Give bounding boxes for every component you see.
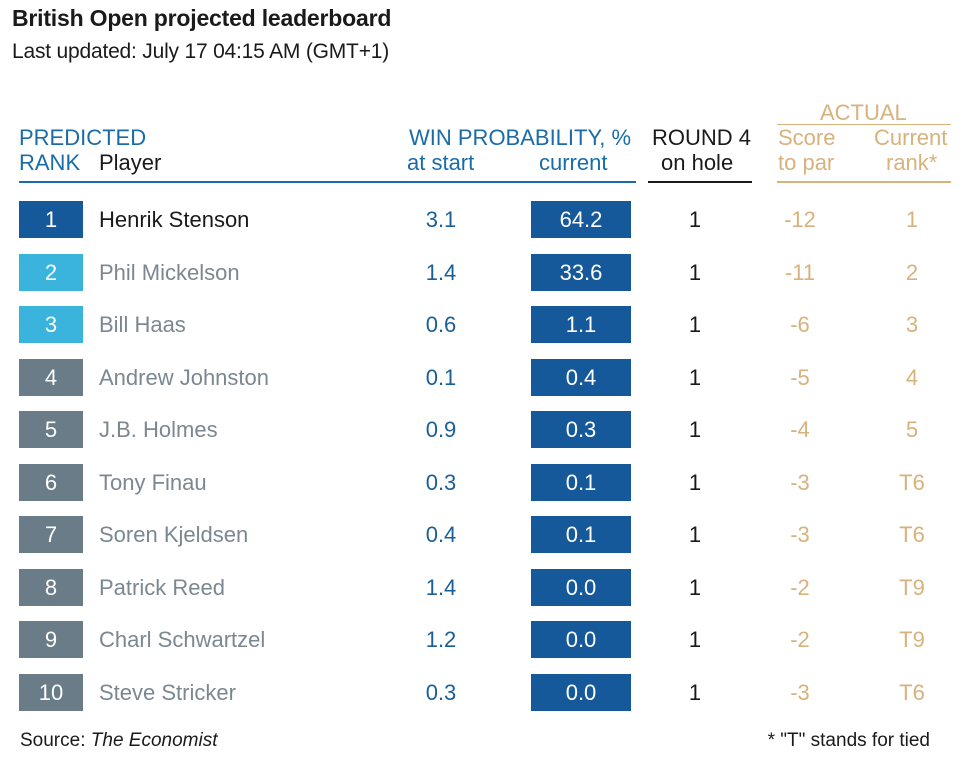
- current-rank: 5: [905, 417, 919, 442]
- round4-hole: 1: [688, 680, 702, 705]
- player-name: Soren Kjeldsen: [99, 522, 249, 547]
- current-rank: T9: [899, 627, 925, 652]
- header-player: Player: [99, 150, 162, 175]
- win-prob-current: 0.4: [531, 359, 631, 396]
- score-to-par: -2: [790, 627, 810, 652]
- rank-cell: 8: [19, 569, 83, 606]
- rank-cell: 2: [19, 254, 83, 291]
- score-to-par: -11: [784, 260, 816, 285]
- win-prob-current: 0.0: [531, 569, 631, 606]
- player-name: J.B. Holmes: [99, 417, 218, 442]
- current-rank: 2: [905, 260, 919, 285]
- actual-rule: [777, 124, 951, 125]
- win-prob-start: 0.4: [425, 522, 457, 547]
- current-rank: T6: [899, 680, 925, 705]
- round4-hole: 1: [688, 522, 702, 547]
- player-name: Charl Schwartzel: [99, 627, 266, 652]
- win-prob-start: 0.6: [425, 312, 457, 337]
- header-current-rank: Current: [874, 125, 948, 150]
- score-to-par: -3: [790, 470, 810, 495]
- current-rank: T6: [899, 470, 925, 495]
- win-prob-current: 0.1: [531, 516, 631, 553]
- round4-hole: 1: [688, 260, 702, 285]
- win-prob-start: 0.1: [425, 365, 457, 390]
- win-prob-current: 64.2: [531, 201, 631, 238]
- round4-hole: 1: [688, 417, 702, 442]
- player-name: Tony Finau: [99, 470, 207, 495]
- current-rank: T6: [899, 522, 925, 547]
- win-prob-start: 1.4: [425, 260, 457, 285]
- tied-footnote: * "T" stands for tied: [767, 730, 930, 751]
- player-name: Henrik Stenson: [99, 207, 250, 232]
- rank-cell: 7: [19, 516, 83, 553]
- header-rule-gold: [777, 181, 951, 183]
- round4-hole: 1: [688, 365, 702, 390]
- rank-cell: 1: [19, 201, 83, 238]
- win-prob-current: 1.1: [531, 306, 631, 343]
- header-on-hole: on hole: [661, 150, 734, 175]
- score-to-par: -6: [790, 312, 810, 337]
- header-actual: ACTUAL: [820, 100, 907, 125]
- rank-cell: 3: [19, 306, 83, 343]
- round4-hole: 1: [688, 627, 702, 652]
- win-prob-start: 1.4: [425, 575, 457, 600]
- rank-cell: 4: [19, 359, 83, 396]
- header-predicted: PREDICTED: [19, 125, 147, 150]
- win-prob-start: 0.3: [425, 470, 457, 495]
- header-rank: RANK: [19, 150, 81, 175]
- rank-cell: 6: [19, 464, 83, 501]
- header-rule-black: [648, 181, 752, 183]
- player-name: Bill Haas: [99, 312, 186, 337]
- win-prob-start: 3.1: [425, 207, 457, 232]
- current-rank: 1: [905, 207, 919, 232]
- current-rank: T9: [899, 575, 925, 600]
- rank-cell: 9: [19, 621, 83, 658]
- win-prob-current: 33.6: [531, 254, 631, 291]
- round4-hole: 1: [688, 312, 702, 337]
- win-prob-start: 0.9: [425, 417, 457, 442]
- rank-cell: 10: [19, 674, 83, 711]
- win-prob-current: 0.0: [531, 674, 631, 711]
- player-name: Andrew Johnston: [99, 365, 269, 390]
- win-prob-current: 0.0: [531, 621, 631, 658]
- current-rank: 3: [905, 312, 919, 337]
- rank-cell: 5: [19, 411, 83, 448]
- header-rule-blue: [19, 181, 636, 183]
- score-to-par: -12: [784, 207, 816, 232]
- header-current: current: [539, 150, 608, 175]
- header-round4: ROUND 4: [652, 125, 752, 150]
- header-rank-star: rank*: [886, 150, 938, 175]
- win-prob-start: 1.2: [425, 627, 457, 652]
- last-updated: Last updated: July 17 04:15 AM (GMT+1): [12, 40, 390, 63]
- header-to-par: to par: [778, 150, 835, 175]
- header-at-start: at start: [407, 150, 475, 175]
- round4-hole: 1: [688, 207, 702, 232]
- win-prob-start: 0.3: [425, 680, 457, 705]
- win-prob-current: 0.1: [531, 464, 631, 501]
- score-to-par: -3: [790, 522, 810, 547]
- score-to-par: -5: [790, 365, 810, 390]
- player-name: Steve Stricker: [99, 680, 236, 705]
- player-name: Patrick Reed: [99, 575, 225, 600]
- win-prob-current: 0.3: [531, 411, 631, 448]
- chart-title: British Open projected leaderboard: [12, 5, 392, 31]
- header-score: Score: [778, 125, 836, 150]
- source-note: Source: The Economist: [20, 730, 218, 751]
- current-rank: 4: [905, 365, 919, 390]
- round4-hole: 1: [688, 575, 702, 600]
- score-to-par: -3: [790, 680, 810, 705]
- score-to-par: -4: [790, 417, 810, 442]
- round4-hole: 1: [688, 470, 702, 495]
- header-win-probability: WIN PROBABILITY, %: [409, 125, 632, 150]
- player-name: Phil Mickelson: [99, 260, 240, 285]
- score-to-par: -2: [790, 575, 810, 600]
- source-name: The Economist: [90, 730, 218, 751]
